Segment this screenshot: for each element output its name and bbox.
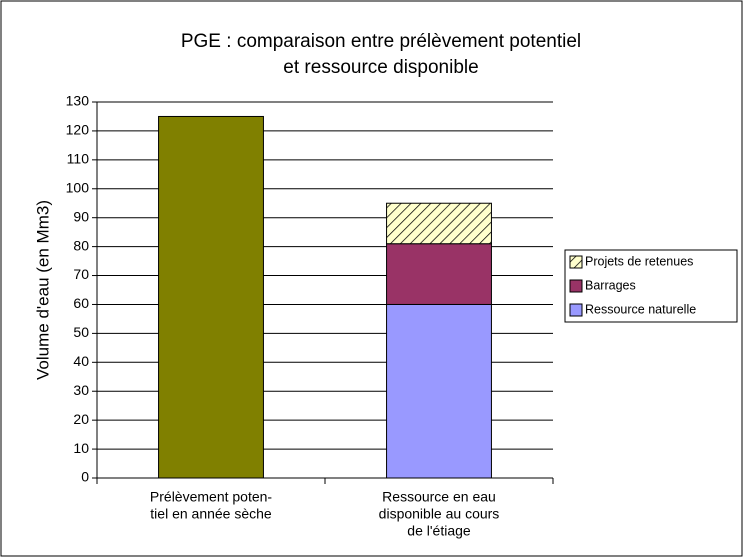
y-tick-label: 0 <box>81 469 89 485</box>
legend-box <box>564 249 738 323</box>
bar-segment <box>158 115 264 479</box>
legend-label: Projets de retenues <box>585 254 693 268</box>
legend-swatch <box>569 279 583 293</box>
y-tick-label: 30 <box>73 382 89 398</box>
y-tick-label: 90 <box>73 208 89 224</box>
y-tick-label: 20 <box>73 411 89 427</box>
y-axis-title: Volume d'eau (en Mm3) <box>33 200 52 380</box>
y-tick-label: 70 <box>73 266 89 282</box>
chart-title: PGE : comparaison entre prélèvement pote… <box>181 31 581 52</box>
x-tick-label: disponible au cours <box>379 506 500 522</box>
chart-title: et ressource disponible <box>283 57 478 78</box>
bar-segment <box>386 243 492 305</box>
x-tick-label: Prélèvement poten- <box>150 489 273 505</box>
y-tick-label: 50 <box>73 324 89 340</box>
y-tick-label: 100 <box>66 179 90 195</box>
y-tick-label: 130 <box>66 93 90 109</box>
bar-segment <box>386 303 492 479</box>
legend-label: Barrages <box>585 278 636 292</box>
y-tick-label: 80 <box>73 237 89 253</box>
y-tick-label: 40 <box>73 353 89 369</box>
y-tick-label: 110 <box>67 151 90 167</box>
legend-swatch <box>569 303 583 317</box>
y-tick-label: 60 <box>73 295 89 311</box>
bar-segment <box>386 202 492 245</box>
y-tick-label: 120 <box>66 122 90 138</box>
x-tick-label: tiel en année sèche <box>150 506 272 522</box>
legend-label: Ressource naturelle <box>585 302 696 316</box>
x-tick-label: de l'étiage <box>407 523 471 539</box>
legend-swatch <box>569 255 583 269</box>
y-tick-label: 10 <box>73 440 89 456</box>
x-tick-label: Ressource en eau <box>382 489 496 505</box>
